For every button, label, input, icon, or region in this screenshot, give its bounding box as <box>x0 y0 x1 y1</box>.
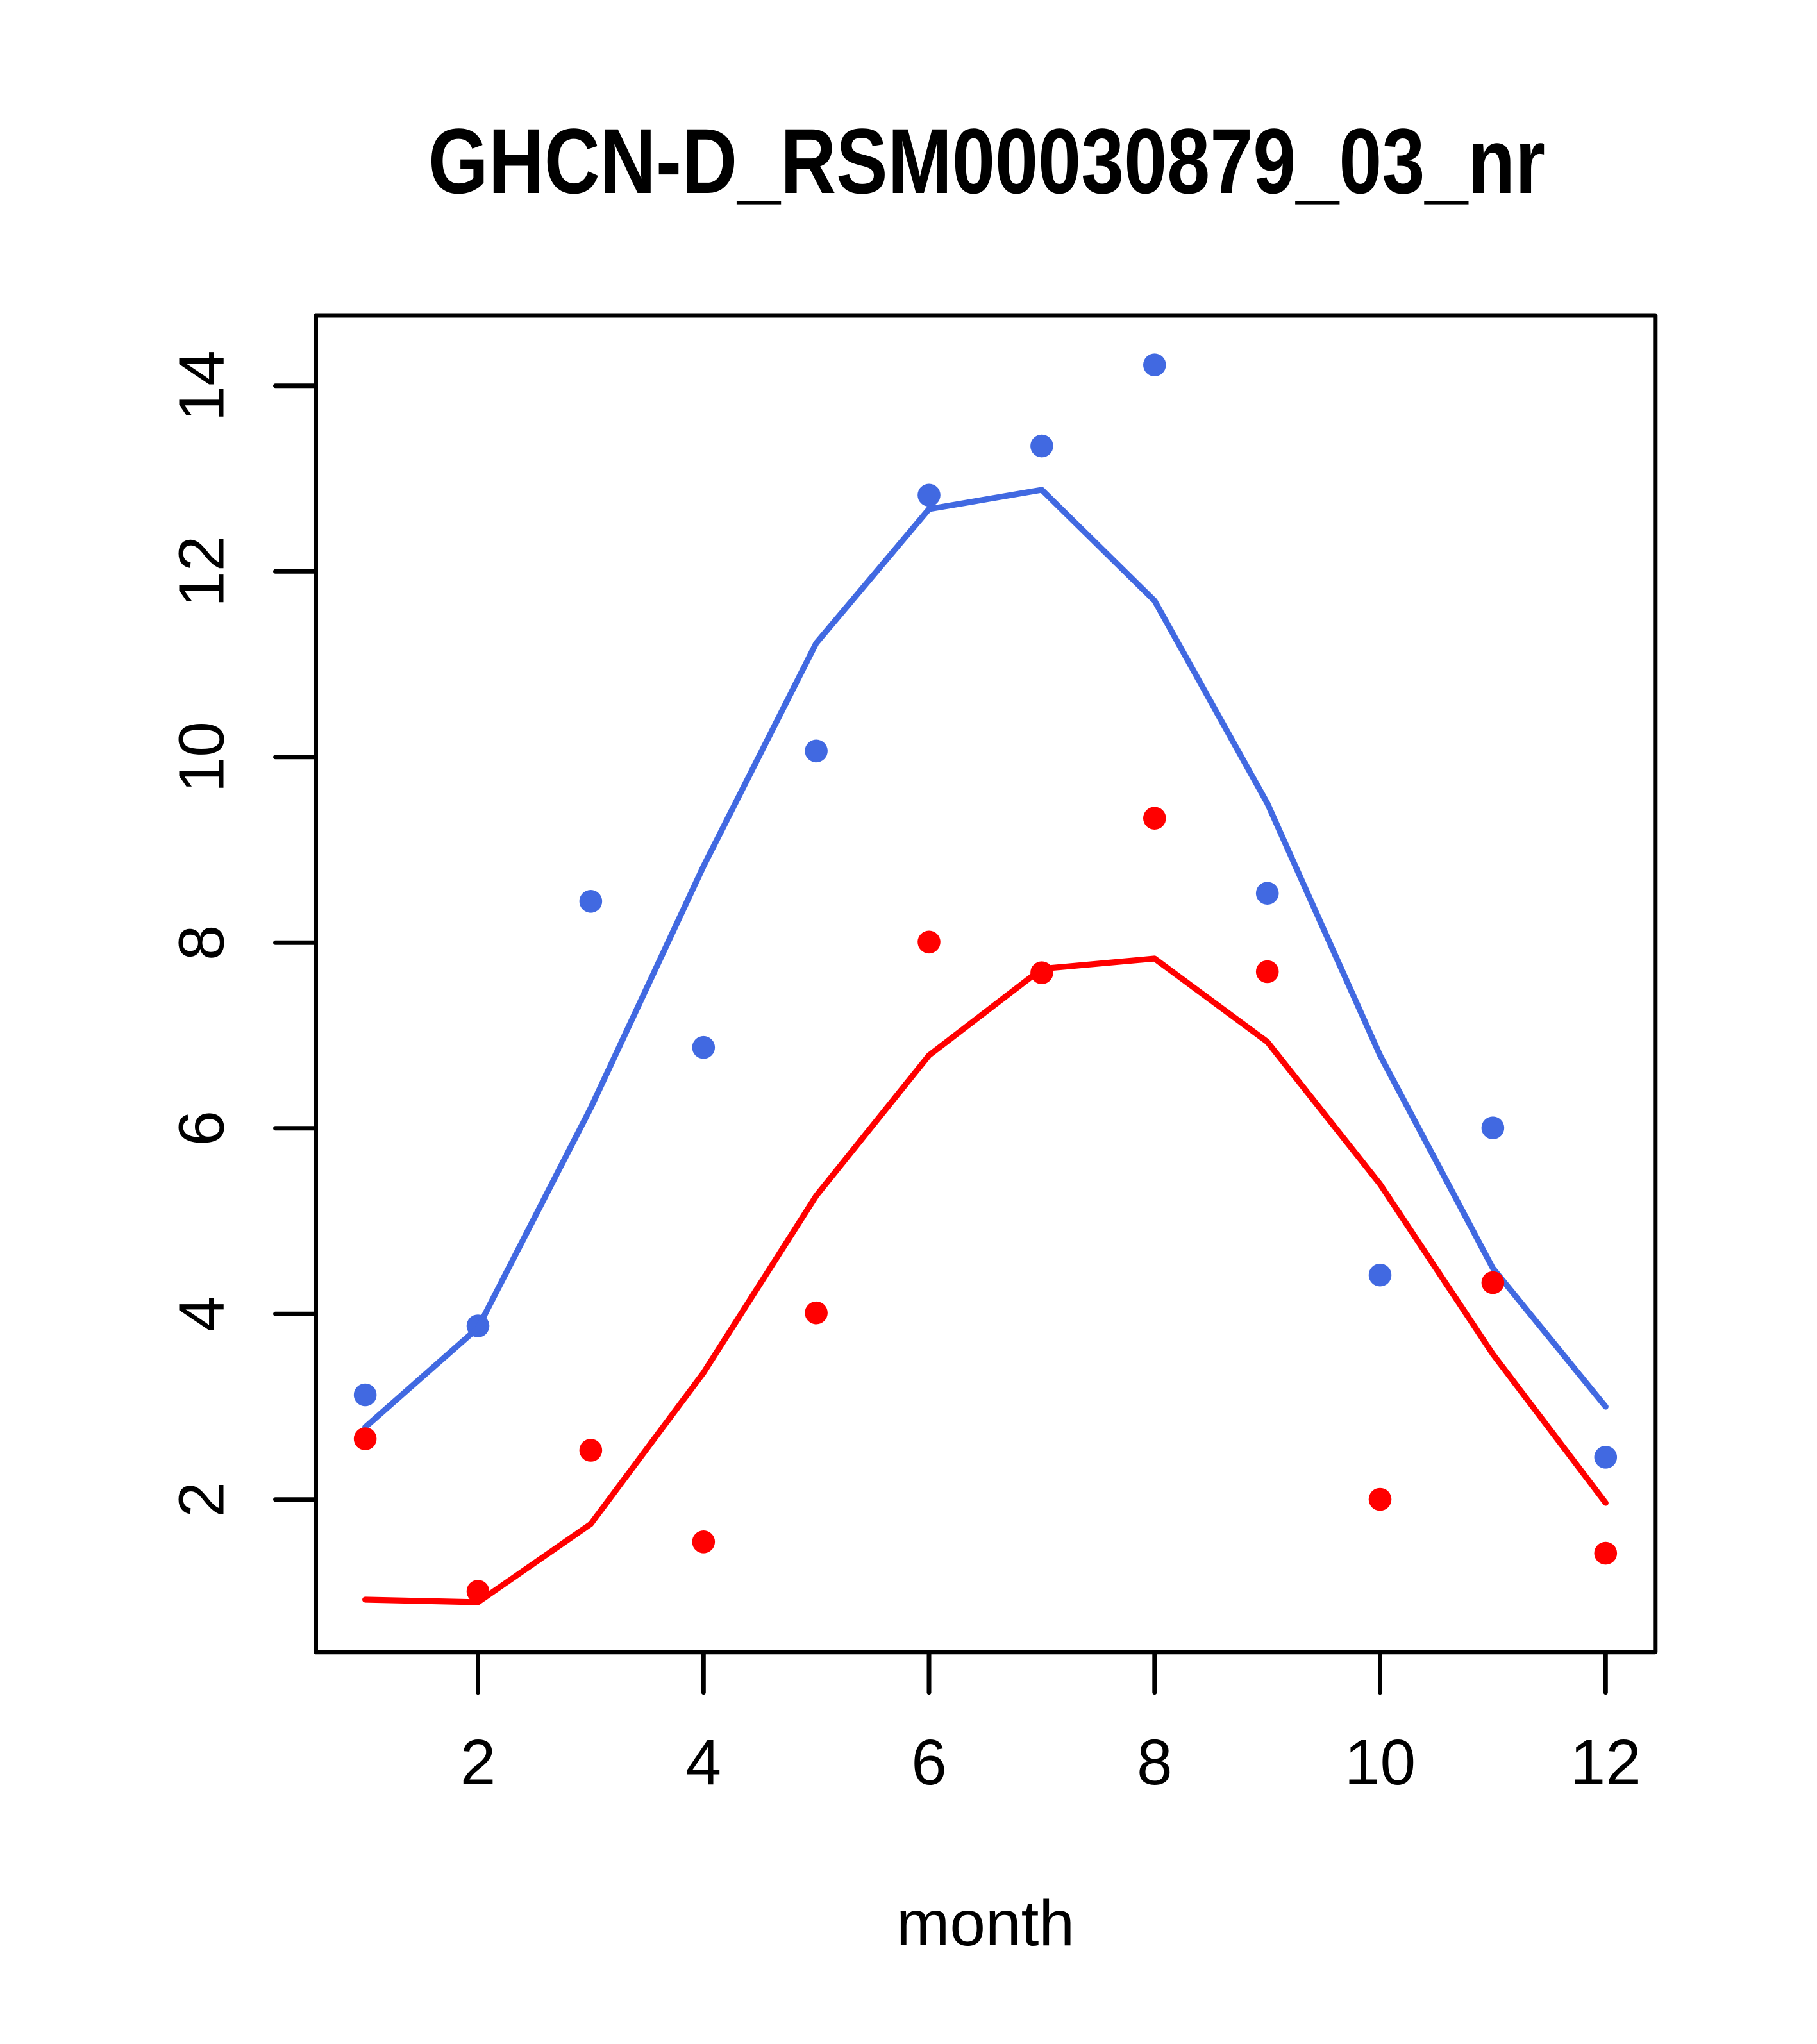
svg-text:GHCN-D_RSM00030879_03_nr: GHCN-D_RSM00030879_03_nr <box>428 109 1545 213</box>
svg-text:month: month <box>896 1888 1075 1959</box>
svg-text:4: 4 <box>166 1296 238 1332</box>
svg-text:8: 8 <box>166 925 238 960</box>
svg-text:6: 6 <box>911 1727 947 1798</box>
svg-text:12: 12 <box>1570 1727 1641 1798</box>
svg-text:10: 10 <box>166 721 238 792</box>
svg-text:4: 4 <box>685 1727 721 1798</box>
svg-text:2: 2 <box>460 1727 496 1798</box>
svg-text:10: 10 <box>1344 1727 1416 1798</box>
svg-text:2: 2 <box>166 1482 238 1518</box>
svg-text:8: 8 <box>1137 1727 1173 1798</box>
svg-text:6: 6 <box>166 1110 238 1146</box>
svg-text:12: 12 <box>166 536 238 607</box>
svg-text:14: 14 <box>166 350 238 421</box>
